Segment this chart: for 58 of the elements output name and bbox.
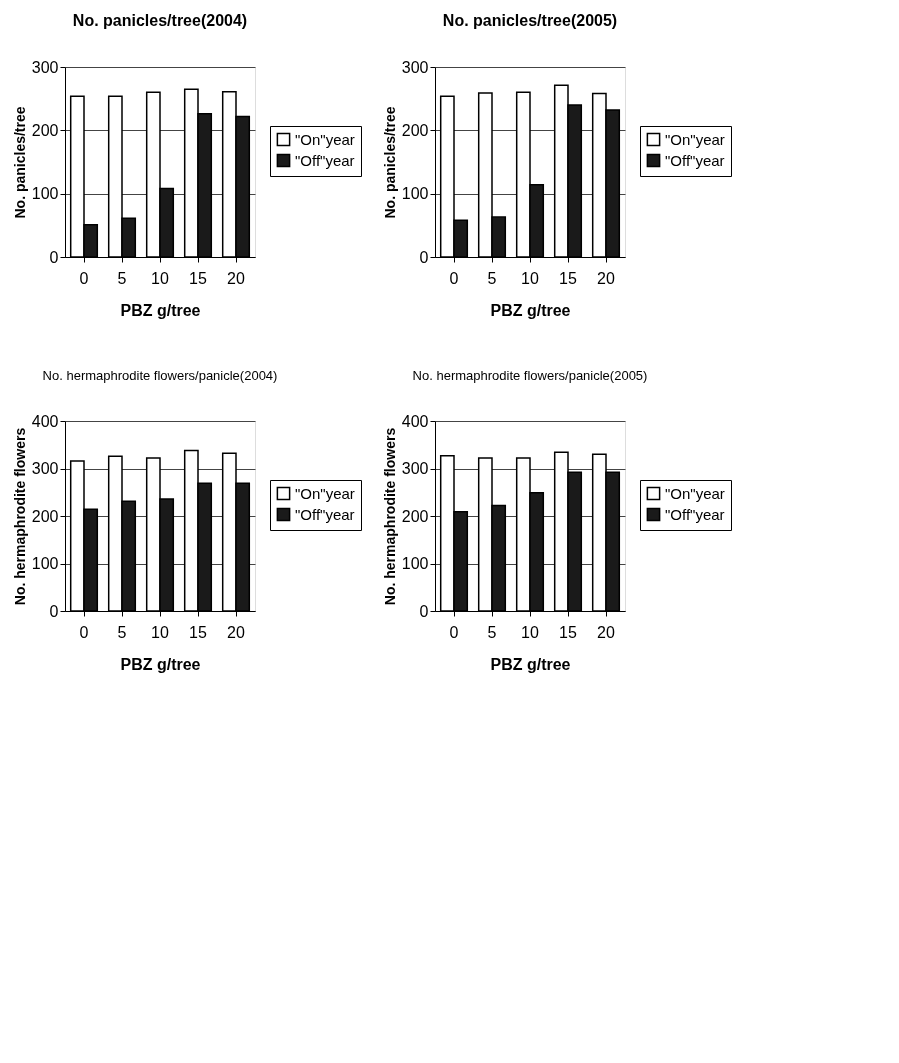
- y-tick-label: 400: [31, 412, 59, 430]
- x-tick-label: 20: [597, 623, 615, 641]
- x-tick-label: 10: [151, 269, 169, 287]
- chart-title: No. panicles/tree(2005): [442, 12, 618, 29]
- y-tick-label: 200: [401, 121, 429, 139]
- chart-title: No. hermaphrodite flowers/panicle(2004): [42, 368, 278, 383]
- y-axis-title: No. hermaphrodite flowers: [11, 427, 28, 606]
- y-tick-label: 100: [401, 555, 429, 572]
- x-tick-label: 15: [559, 269, 577, 287]
- y-axis-title: No. panicles/tree: [381, 106, 398, 219]
- y-tick-label: 100: [31, 555, 59, 572]
- y-tick-label: 0: [49, 602, 59, 620]
- x-tick-label: 5: [117, 623, 127, 641]
- chart-title: No. hermaphrodite flowers/panicle(2005): [412, 368, 648, 383]
- y-tick-label: 300: [401, 58, 429, 76]
- y-tick-label: 0: [419, 602, 429, 620]
- x-tick-label: 15: [189, 623, 207, 641]
- legend-label: "Off"year: [665, 505, 725, 523]
- legend-label: "On"year: [665, 130, 725, 148]
- x-tick-label: 10: [521, 269, 539, 287]
- legend-label: "Off"year: [665, 151, 725, 169]
- x-tick-label: 5: [487, 623, 497, 641]
- y-axis-title: No. hermaphrodite flowers: [381, 427, 398, 606]
- x-tick-label: 0: [79, 623, 89, 641]
- y-tick-label: 0: [419, 248, 429, 266]
- y-tick-label: 300: [31, 460, 59, 477]
- y-axis-title: No. panicles/tree: [11, 106, 28, 219]
- x-tick-label: 5: [487, 269, 497, 287]
- legend-label: "On"year: [295, 130, 355, 148]
- y-tick-label: 200: [31, 121, 59, 139]
- legend-label: "Off"year: [295, 505, 355, 523]
- y-tick-label: 100: [401, 185, 429, 203]
- legend-label: "On"year: [665, 484, 725, 502]
- y-tick-label: 300: [31, 58, 59, 76]
- x-tick-label: 0: [79, 269, 89, 287]
- y-tick-label: 100: [31, 185, 59, 203]
- x-tick-label: 20: [597, 269, 615, 287]
- x-axis-title: PBZ g/tree: [490, 655, 571, 673]
- x-tick-label: 5: [117, 269, 127, 287]
- x-axis-title: PBZ g/tree: [120, 655, 201, 673]
- x-tick-label: 20: [227, 269, 245, 287]
- x-tick-label: 10: [151, 623, 169, 641]
- y-tick-label: 200: [31, 507, 59, 525]
- x-tick-label: 10: [521, 623, 539, 641]
- y-tick-label: 400: [401, 412, 429, 430]
- chart-title: No. panicles/tree(2004): [72, 12, 248, 29]
- legend-label: "Off"year: [295, 151, 355, 169]
- x-tick-label: 0: [449, 269, 459, 287]
- x-tick-label: 15: [559, 623, 577, 641]
- x-tick-label: 15: [189, 269, 207, 287]
- legend-label: "On"year: [295, 484, 355, 502]
- x-axis-title: PBZ g/tree: [490, 301, 571, 319]
- x-tick-label: 20: [227, 623, 245, 641]
- y-tick-label: 0: [49, 248, 59, 266]
- y-tick-label: 200: [401, 507, 429, 525]
- y-tick-label: 300: [401, 460, 429, 477]
- x-tick-label: 0: [449, 623, 459, 641]
- x-axis-title: PBZ g/tree: [120, 301, 201, 319]
